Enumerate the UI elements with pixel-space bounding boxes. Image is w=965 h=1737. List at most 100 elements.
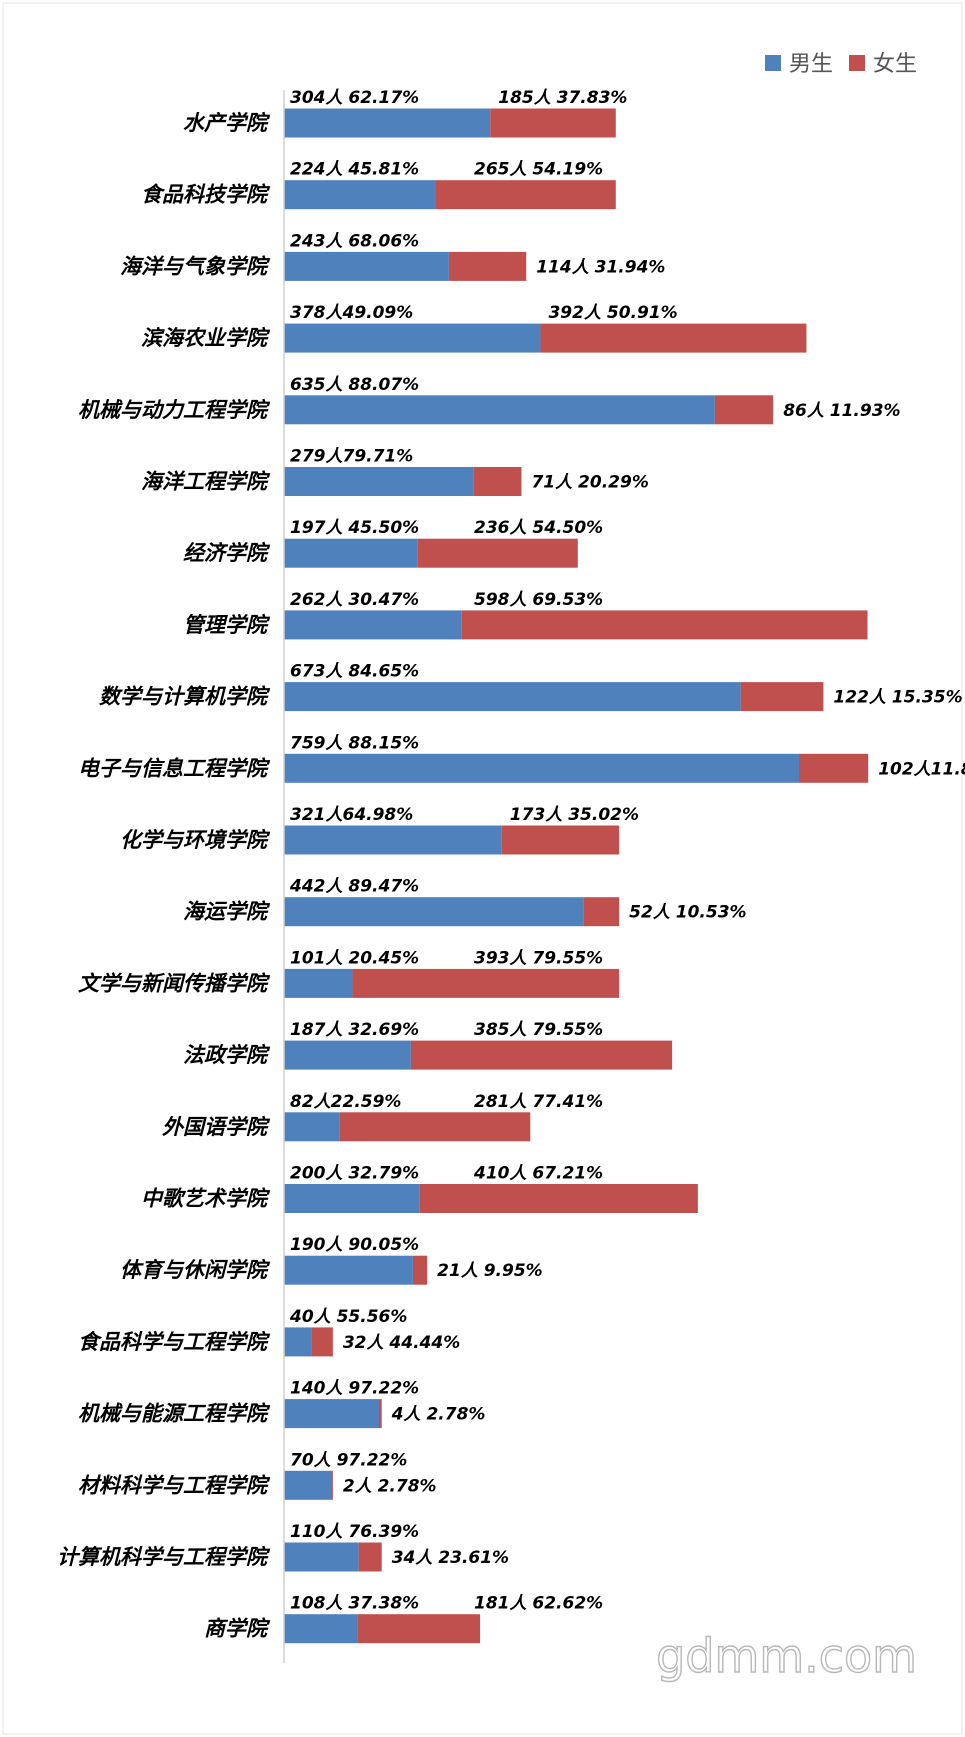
data-label-female: 4人 2.78%: [391, 1405, 486, 1425]
bar-group: 食品科学与工程学院 40人 55.56% 32人 44.44%: [78, 1307, 460, 1357]
bar-group: 文学与新闻传播学院 101人 20.45% 393人 79.55%: [78, 948, 620, 998]
category-label: 材料科学与工程学院: [78, 1473, 271, 1497]
data-label-male: 110人 76.39%: [290, 1522, 419, 1542]
bar-female: [331, 1470, 333, 1500]
data-label-female: 32人 44.44%: [343, 1333, 460, 1353]
data-label-male: 673人 84.65%: [290, 662, 419, 682]
category-label: 外国语学院: [162, 1115, 271, 1139]
category-label: 食品科学与工程学院: [78, 1330, 271, 1354]
data-label-female: 102人11.85%: [878, 759, 965, 779]
category-label: 电子与信息工程学院: [78, 756, 271, 780]
bar-male: [284, 610, 462, 640]
bar-female: [501, 825, 620, 855]
bar-female: [798, 753, 869, 783]
bar-group: 电子与信息工程学院 759人 88.15% 102人11.85%: [78, 733, 965, 783]
bar-group: 滨海农业学院 378人49.09% 392人 50.91%: [141, 303, 807, 353]
bar-male: [284, 323, 541, 353]
category-label: 食品科技学院: [141, 183, 271, 207]
data-label-female: 114人 31.94%: [536, 257, 665, 277]
bar-female: [412, 1255, 428, 1285]
bar-male: [284, 1040, 411, 1070]
legend-label-female: 女生: [873, 52, 917, 77]
data-label-male: 108人 37.38%: [290, 1594, 419, 1614]
bar-male: [284, 467, 474, 496]
bar-female: [740, 682, 824, 712]
bar-group: 管理学院 262人 30.47% 598人 69.53%: [183, 590, 868, 640]
bar-female: [490, 108, 616, 138]
bar-group: 机械与能源工程学院 140人 97.22% 4人 2.78%: [78, 1379, 485, 1429]
data-label-male: 70人 97.22%: [290, 1450, 407, 1470]
data-label-female: 2人 2.78%: [343, 1476, 437, 1496]
category-label: 数学与计算机学院: [99, 685, 271, 709]
bar-male: [284, 1542, 359, 1572]
bar-group: 海运学院 442人 89.47% 52人 10.53%: [183, 877, 747, 927]
bar-group: 材料科学与工程学院 70人 97.22% 2人 2.78%: [78, 1450, 437, 1500]
data-label-male: 224人 45.81%: [290, 160, 419, 180]
category-label: 化学与环境学院: [120, 828, 271, 852]
bar-male: [284, 753, 799, 783]
bar-group: 食品科技学院 224人 45.81% 265人 54.19%: [141, 160, 616, 210]
data-label-male: 378人49.09%: [290, 303, 413, 323]
bar-male: [284, 1614, 358, 1644]
legend: 男生 女生: [765, 52, 917, 77]
data-label-female: 185人 37.83%: [498, 88, 627, 108]
bar-group: 外国语学院 82人22.59% 281人 77.41%: [162, 1092, 603, 1142]
bar-group: 法政学院 187人 32.69% 385人 79.55%: [183, 1020, 673, 1070]
data-label-female: 265人 54.19%: [474, 160, 603, 180]
bar-group: 化学与环境学院 321人64.98% 173人 35.02%: [120, 805, 639, 855]
data-label-male: 243人 68.06%: [290, 231, 419, 251]
data-label-male: 321人64.98%: [290, 805, 413, 825]
plot-area: 水产学院 304人 62.17% 185人 37.83% 食品科技学院 224人 45.…: [57, 88, 965, 1644]
bar-female: [311, 1327, 333, 1357]
data-label-female: 181人 62.62%: [474, 1594, 603, 1614]
data-label-male: 304人 62.17%: [290, 88, 419, 108]
data-label-female: 86人 11.93%: [783, 401, 900, 421]
bar-female: [358, 1542, 382, 1572]
bar-female: [417, 538, 578, 568]
data-label-female: 281人 77.41%: [474, 1092, 603, 1112]
bar-male: [284, 180, 436, 210]
bar-female: [419, 1184, 698, 1213]
data-label-male: 262人 30.47%: [290, 590, 419, 610]
data-label-female: 385人 79.55%: [474, 1020, 603, 1040]
bar-female: [540, 323, 807, 353]
bar-group: 数学与计算机学院 673人 84.65% 122人 15.35%: [99, 662, 963, 712]
data-label-male: 187人 32.69%: [290, 1020, 419, 1040]
data-label-female: 71人 20.29%: [531, 473, 648, 493]
bar-male: [284, 108, 491, 138]
data-label-male: 759人 88.15%: [290, 733, 419, 753]
category-label: 中歌艺术学院: [141, 1187, 271, 1211]
category-label: 机械与能源工程学院: [78, 1402, 271, 1426]
bar-male: [284, 1112, 340, 1142]
data-label-male: 442人 89.47%: [289, 877, 419, 897]
category-label: 水产学院: [183, 111, 271, 135]
category-label: 经济学院: [183, 541, 271, 565]
category-label: 计算机科学与工程学院: [57, 1545, 271, 1569]
category-label: 商学院: [204, 1617, 271, 1641]
bar-male: [284, 395, 715, 425]
bar-male: [284, 825, 502, 855]
data-label-male: 101人 20.45%: [290, 948, 419, 968]
bar-male: [284, 1255, 413, 1285]
data-label-male: 140人 97.22%: [290, 1379, 419, 1399]
data-label-male: 82人22.59%: [290, 1092, 401, 1112]
data-label-female: 122人 15.35%: [833, 688, 962, 708]
legend-label-male: 男生: [789, 52, 833, 77]
bar-female: [410, 1040, 673, 1070]
bar-group: 商学院 108人 37.38% 181人 62.62%: [204, 1594, 603, 1644]
bar-male: [284, 682, 741, 712]
bar-group: 机械与动力工程学院 635人 88.07% 86人 11.93%: [78, 375, 901, 425]
bar-female: [473, 467, 522, 496]
watermark: gdmm.com: [656, 1629, 917, 1683]
legend-swatch-female: [849, 55, 865, 71]
data-label-female: 173人 35.02%: [510, 805, 639, 825]
bar-female: [583, 897, 620, 927]
bar-group: 经济学院 197人 45.50% 236人 54.50%: [183, 518, 603, 568]
category-label: 法政学院: [183, 1043, 271, 1067]
bar-female: [352, 968, 620, 998]
data-label-female: 21人 9.95%: [437, 1261, 543, 1281]
data-label-male: 190人 90.05%: [290, 1235, 419, 1255]
